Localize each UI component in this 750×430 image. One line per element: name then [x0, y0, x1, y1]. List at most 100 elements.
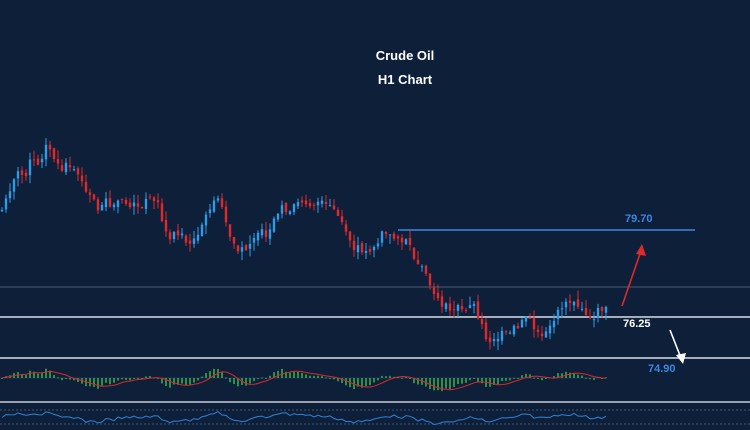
candle-body — [168, 232, 172, 240]
macd-bar — [97, 378, 99, 389]
candle-body — [528, 317, 532, 319]
macd-bar — [545, 378, 547, 379]
candle-body — [64, 162, 68, 173]
candle-body — [500, 330, 504, 341]
candle-body — [508, 332, 512, 334]
macd-bar — [369, 378, 371, 386]
macd-bar — [541, 378, 543, 381]
candle-body — [600, 307, 604, 311]
macd-bar — [601, 378, 603, 379]
macd-bar — [573, 372, 575, 378]
macd-bar — [561, 373, 563, 378]
candle-body — [16, 171, 20, 179]
candle-body — [116, 200, 120, 207]
candle-body — [512, 325, 516, 335]
macd-bar — [461, 378, 463, 384]
macd-bar — [501, 378, 503, 382]
candle-body — [332, 205, 336, 210]
candle-body — [156, 200, 160, 203]
macd-bar — [257, 378, 259, 380]
candle-body — [468, 305, 472, 309]
candle-body — [440, 296, 444, 307]
macd-bar — [205, 373, 207, 378]
support-level-label: 76.25 — [623, 318, 651, 330]
candle-body — [76, 168, 80, 175]
candle-body — [140, 207, 144, 209]
candle-body — [392, 233, 396, 239]
candle-body — [320, 200, 324, 204]
macd-bar — [273, 372, 275, 378]
macd-bar — [533, 377, 535, 379]
candle-body — [232, 237, 236, 244]
macd-bar — [305, 374, 307, 378]
candle-body — [416, 259, 420, 265]
candle-body — [92, 194, 96, 200]
candle-body — [388, 234, 392, 236]
candle-body — [80, 175, 84, 182]
macd-bar — [41, 372, 43, 378]
macd-bar — [497, 378, 499, 385]
candle-body — [252, 237, 256, 243]
macd-bar — [249, 378, 251, 384]
candle-body — [224, 206, 228, 223]
candle-body — [312, 204, 316, 206]
candle-body — [176, 230, 180, 236]
candle-body — [8, 191, 12, 199]
candle-body — [60, 165, 64, 171]
candle-body — [236, 245, 240, 252]
candle-body — [404, 239, 408, 245]
candle-body — [192, 238, 196, 244]
candle-body — [280, 205, 284, 214]
macd-bar — [365, 378, 367, 387]
candle-body — [304, 200, 308, 205]
candle-body — [436, 292, 440, 299]
candle-body — [292, 204, 296, 213]
candle-body — [244, 245, 248, 251]
candle-body — [172, 232, 176, 239]
macd-bar — [21, 373, 23, 378]
macd-bar — [177, 378, 179, 385]
macd-bar — [413, 378, 415, 384]
candle-body — [284, 202, 288, 212]
candle-body — [572, 301, 576, 306]
macd-bar — [225, 377, 227, 379]
macd-bar — [513, 377, 515, 379]
macd-bar — [221, 372, 223, 378]
macd-bar — [73, 378, 75, 381]
candle-body — [68, 165, 72, 168]
candle-body — [428, 273, 432, 286]
candle-body — [152, 197, 156, 201]
macd-bar — [109, 378, 111, 385]
macd-bar — [101, 378, 103, 386]
candle-body — [308, 203, 312, 207]
candle-body — [0, 209, 4, 212]
macd-bar — [341, 378, 343, 383]
candle-body — [164, 220, 168, 232]
macd-bar — [193, 378, 195, 383]
macd-bar — [233, 378, 235, 385]
candle-body — [364, 250, 368, 253]
candle-body — [568, 300, 572, 303]
candle-body — [120, 198, 124, 200]
macd-bar — [157, 377, 159, 379]
macd-bar — [45, 368, 47, 378]
macd-bar — [121, 378, 123, 380]
candle-body — [536, 329, 540, 332]
candle-body — [188, 240, 192, 244]
candle-body — [148, 196, 152, 198]
candle-body — [360, 243, 364, 253]
macd-bar — [517, 378, 519, 379]
candle-body — [420, 266, 424, 268]
macd-bar — [385, 376, 387, 378]
candle-body — [256, 233, 260, 241]
macd-bar — [361, 378, 363, 388]
macd-bar — [401, 377, 403, 379]
macd-bar — [265, 378, 267, 379]
candle-body — [556, 309, 560, 320]
macd-bar — [409, 378, 411, 379]
candle-body — [240, 247, 244, 252]
macd-bar — [373, 378, 375, 383]
macd-bar — [337, 378, 339, 382]
candle-body — [88, 192, 92, 195]
macd-bar — [33, 371, 35, 378]
